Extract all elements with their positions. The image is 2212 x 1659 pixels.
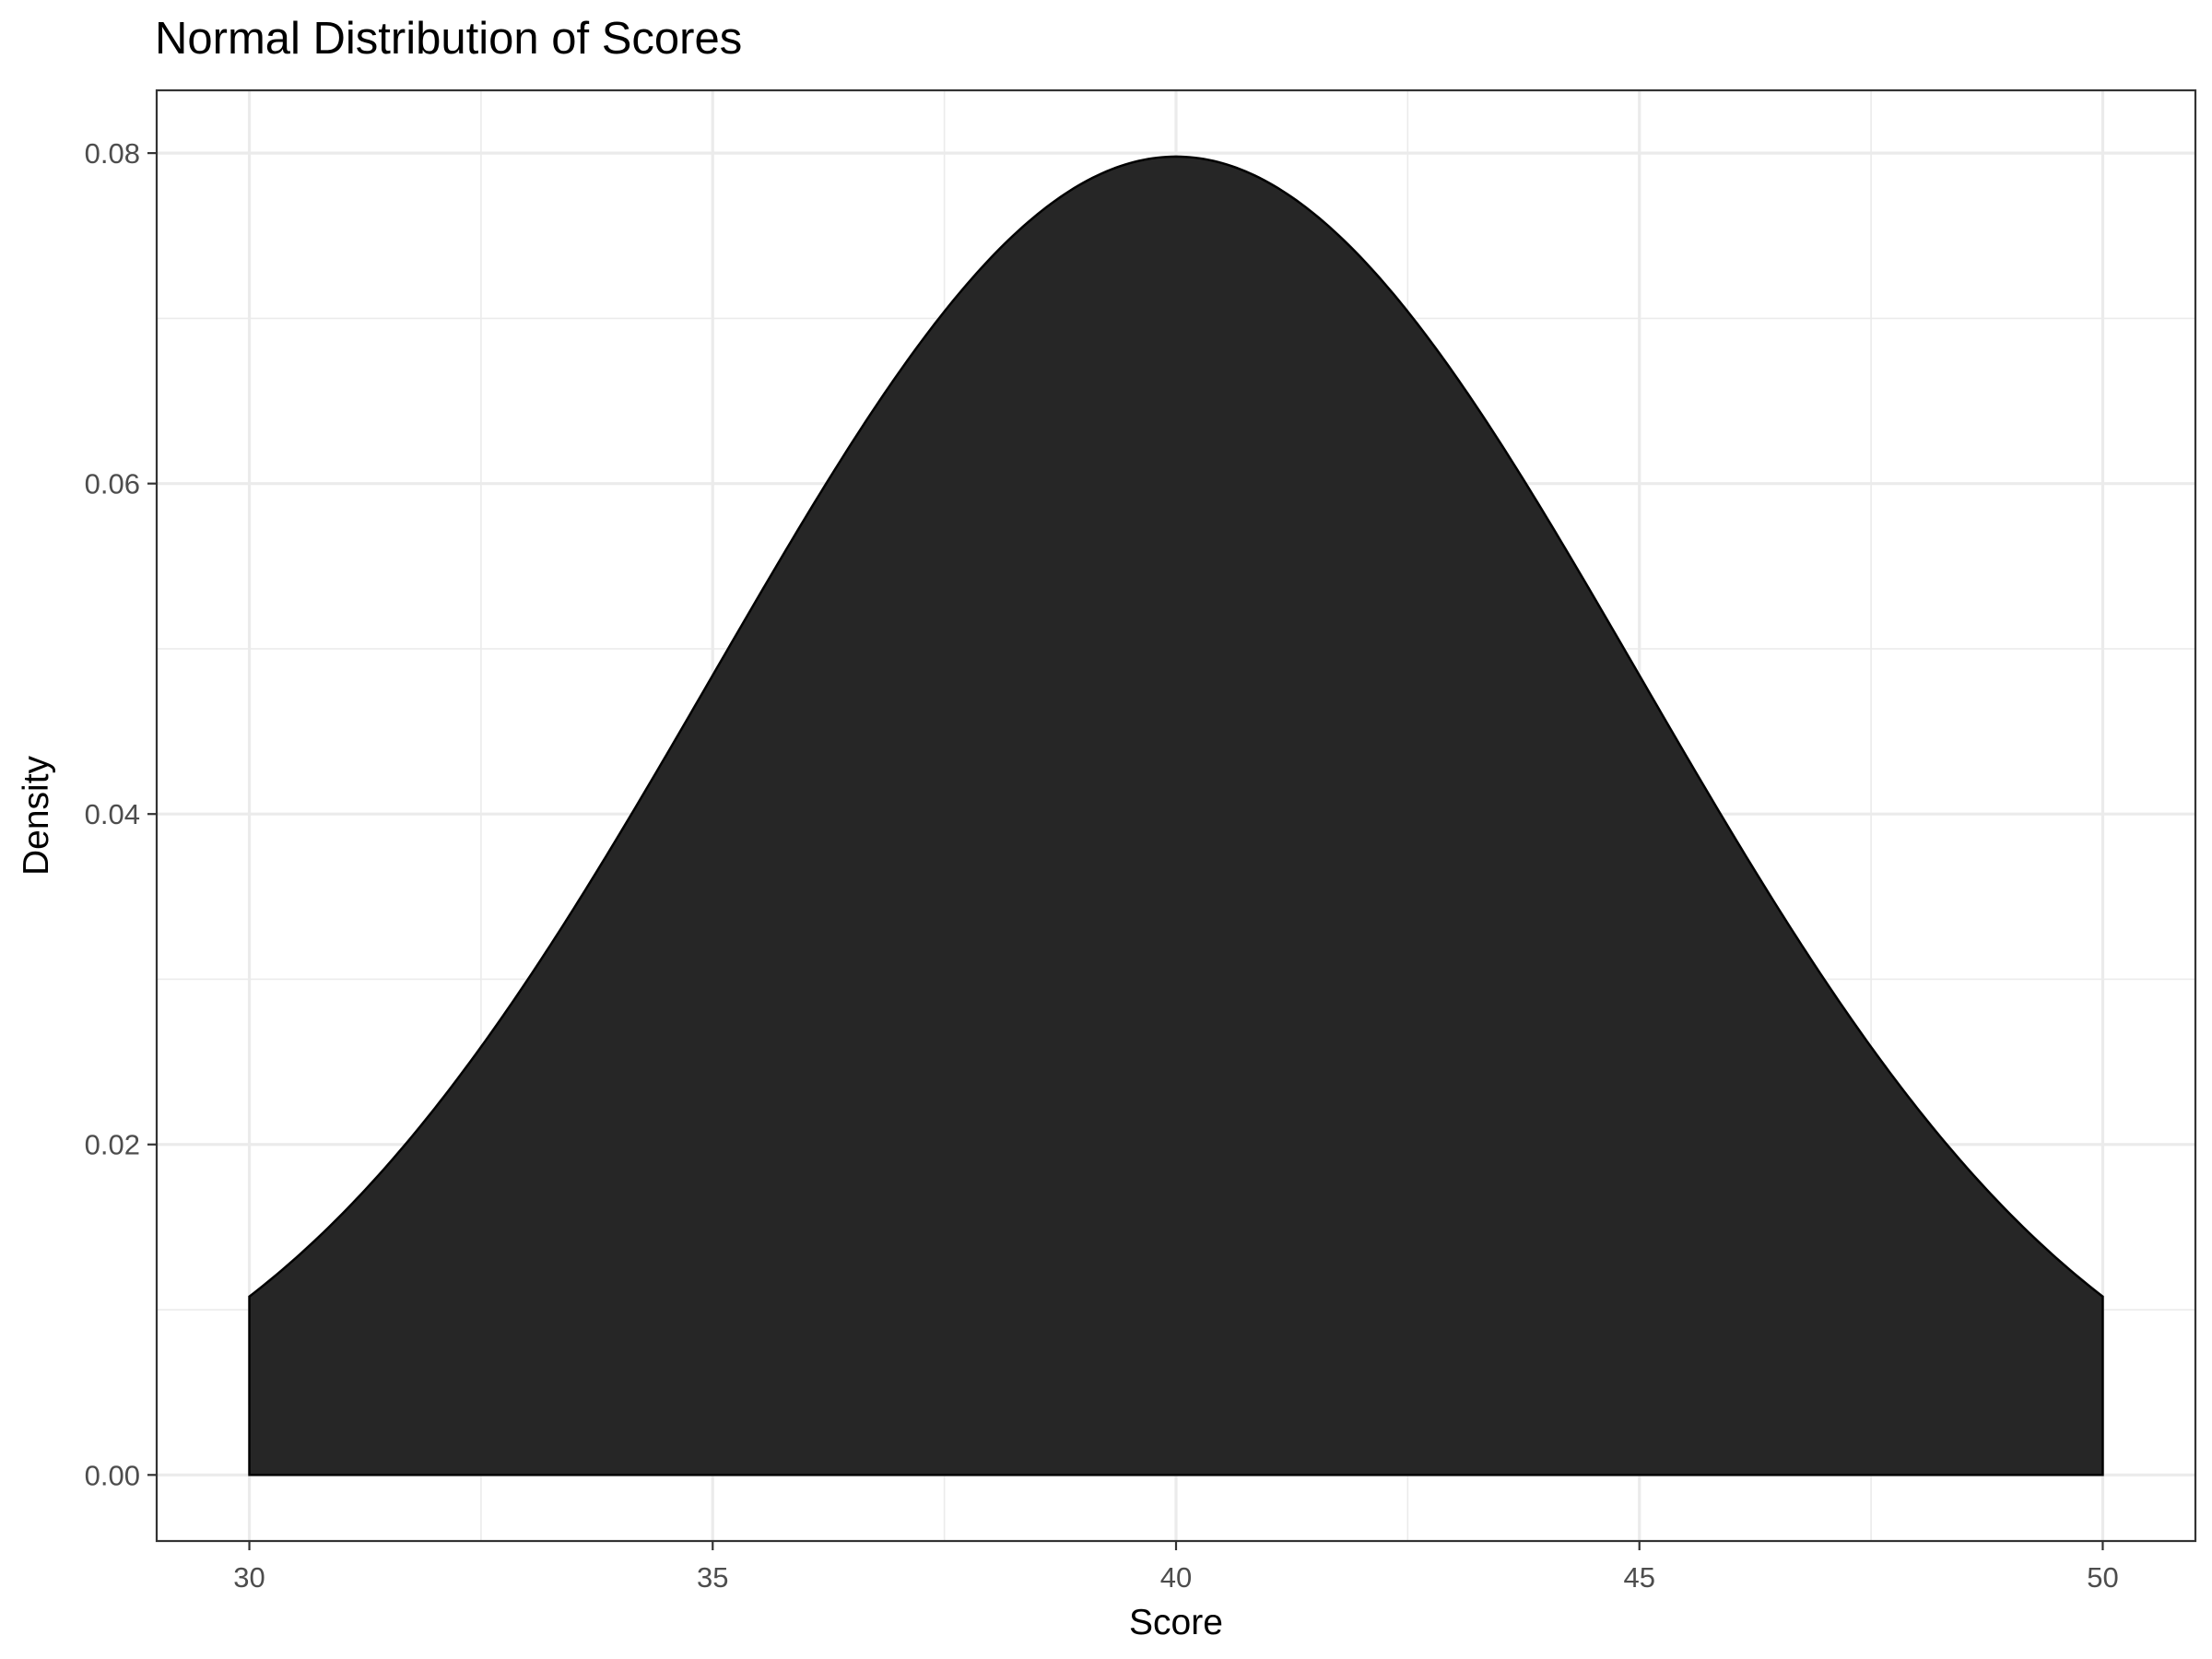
x-tick-label: 50 — [2087, 1561, 2118, 1594]
chart-title: Normal Distribution of Scores — [155, 14, 742, 64]
x-tick-label: 30 — [233, 1561, 265, 1594]
y-tick-label: 0.00 — [85, 1459, 140, 1491]
x-axis-label: Score — [1129, 1603, 1223, 1642]
density-area — [248, 155, 2104, 1477]
y-tick-label: 0.06 — [85, 468, 140, 500]
x-tick-label: 45 — [1623, 1561, 1654, 1594]
y-tick-label: 0.08 — [85, 137, 140, 170]
y-tick-label: 0.04 — [85, 798, 140, 830]
y-tick-label: 0.02 — [85, 1129, 140, 1161]
x-axis-ticks: 30 35 40 45 50 — [233, 1541, 2119, 1594]
x-tick-label: 40 — [1160, 1561, 1192, 1594]
x-tick-label: 35 — [697, 1561, 728, 1594]
y-axis-ticks: 0.00 0.02 0.04 0.06 0.08 — [85, 137, 157, 1491]
y-axis-label: Density — [17, 755, 56, 876]
